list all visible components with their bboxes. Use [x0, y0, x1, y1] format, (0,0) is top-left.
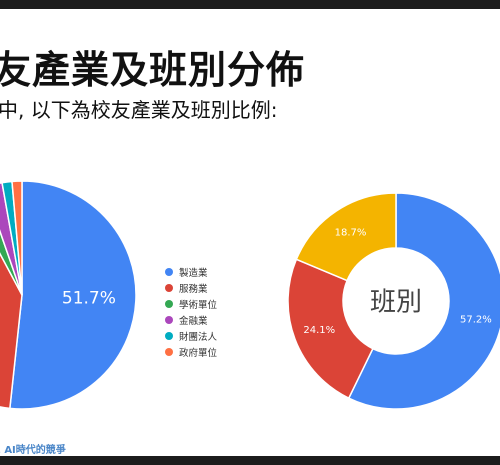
class-donut-chart: 57.2% 24.1% 18.7% 班別	[287, 192, 500, 410]
class-slice	[295, 192, 397, 282]
industry-slice	[11, 180, 23, 296]
slide-subtitle: 中, 以下為校友產業及班別比例:	[0, 98, 278, 122]
slide: 友產業及班別分佈 中, 以下為校友產業及班別比例: 51.7% 製造業服務業學術…	[0, 9, 500, 456]
legend-dot-icon	[165, 300, 173, 308]
legend-dot-icon	[165, 316, 173, 324]
footer-text: E AI時代的競爭	[0, 445, 66, 456]
legend-label: 金融業	[179, 316, 208, 327]
legend-label: 財團法人	[179, 332, 218, 343]
legend-dot-icon	[165, 332, 173, 340]
legend-dot-icon	[165, 284, 173, 292]
slide-title: 友產業及班別分佈	[0, 48, 306, 92]
industry-legend: 製造業服務業學術單位金融業財團法人政府單位	[165, 264, 217, 360]
legend-dot-icon	[165, 268, 173, 276]
legend-item: 財團法人	[165, 328, 217, 344]
legend-item: 政府單位	[165, 344, 217, 360]
legend-label: 學術單位	[179, 300, 218, 311]
legend-item: 金融業	[165, 312, 217, 328]
legend-dot-icon	[165, 348, 173, 356]
class-data-label: 57.2%	[460, 314, 492, 325]
class-slice	[287, 258, 374, 400]
class-slice	[347, 192, 500, 410]
legend-item: 服務業	[165, 280, 217, 296]
legend-label: 服務業	[179, 284, 208, 295]
bottom-bar	[0, 456, 500, 465]
industry-pie-chart: 51.7%	[0, 180, 137, 410]
legend-item: 學術單位	[165, 296, 217, 312]
legend-label: 政府單位	[179, 348, 218, 359]
legend-label: 製造業	[179, 268, 208, 279]
legend-item: 製造業	[165, 264, 217, 280]
donut-center-label: 班別	[370, 288, 422, 318]
class-data-label: 24.1%	[303, 325, 335, 336]
industry-slice	[0, 252, 23, 410]
class-data-label: 18.7%	[335, 228, 367, 239]
industry-data-label: 51.7%	[62, 289, 116, 309]
industry-slice	[9, 180, 137, 410]
